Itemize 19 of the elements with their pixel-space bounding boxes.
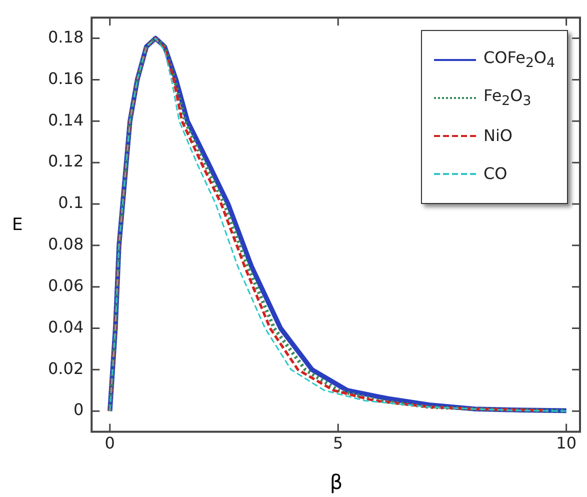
y-axis-title: E xyxy=(12,214,23,235)
y-tick-label: 0.06 xyxy=(48,276,84,295)
y-tick-label: 0.02 xyxy=(48,358,84,378)
legend-label: COFe$_{2}$O$_{4}$ xyxy=(484,48,555,72)
y-tick-label: 0.14 xyxy=(48,110,84,130)
legend-label: NiO xyxy=(484,126,513,146)
y-tick-label: 0.16 xyxy=(48,68,84,88)
y-tick-label: 0.12 xyxy=(48,152,84,171)
y-tick-label: 0.04 xyxy=(48,317,84,336)
legend-label: Fe$_{2}$O$_{3}$ xyxy=(484,86,532,110)
x-tick-label: 5 xyxy=(333,434,344,453)
x-axis-title: β xyxy=(330,470,343,494)
y-tick-label: 0 xyxy=(73,400,84,420)
y-tick-label: 0.08 xyxy=(48,234,84,254)
x-tick-label: 0 xyxy=(104,434,115,453)
legend-label: CO xyxy=(484,164,508,184)
y-tick-label: 0.1 xyxy=(58,193,84,212)
x-tick-label: 10 xyxy=(556,434,576,453)
y-tick-label: 0.18 xyxy=(48,27,84,46)
